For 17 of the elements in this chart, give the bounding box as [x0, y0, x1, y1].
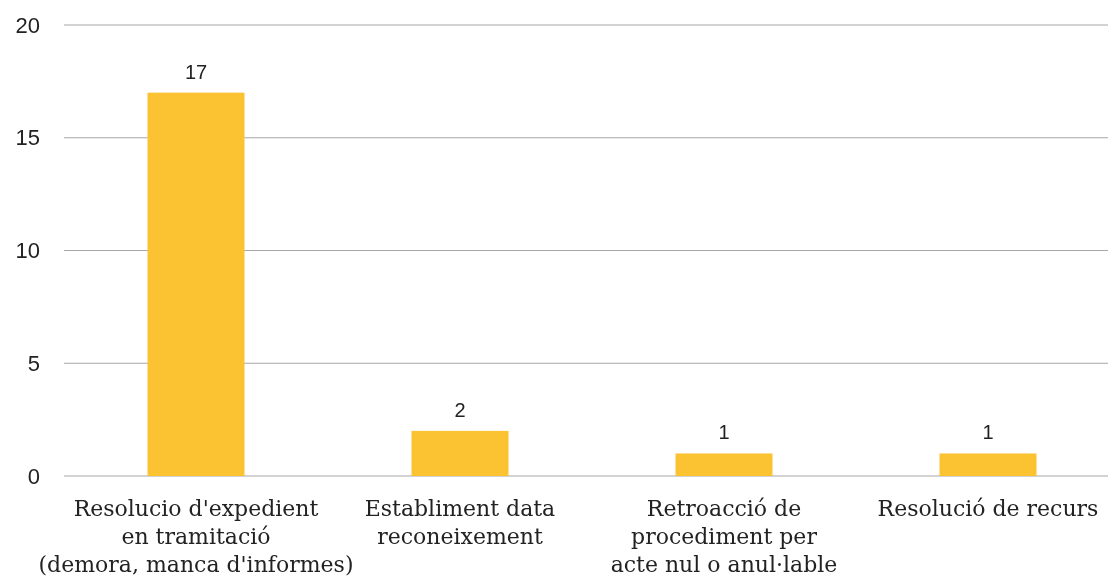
bar — [147, 92, 245, 476]
y-tick-label: 15 — [15, 125, 40, 151]
data-label: 17 — [184, 60, 208, 83]
data-label: 1 — [718, 421, 730, 444]
y-tick-label: 20 — [15, 12, 40, 38]
data-label: 2 — [454, 398, 466, 421]
x-tick-label: Retroacció de procediment per acte nul o anul·lable — [610, 496, 838, 577]
x-tick-label: Resolució de recurs — [877, 496, 1099, 521]
bar — [411, 430, 509, 476]
bar — [939, 453, 1037, 476]
bar — [675, 453, 773, 476]
y-tick-label: 5 — [27, 350, 40, 376]
data-label: 1 — [982, 421, 994, 444]
x-tick-label: Establiment data reconeixement — [364, 496, 556, 549]
x-tick-label: Resolucio d'expedient en tramitació (demora, manca d'informes) — [38, 496, 354, 577]
y-tick-label: 0 — [27, 463, 40, 489]
y-tick-label: 10 — [15, 238, 40, 264]
